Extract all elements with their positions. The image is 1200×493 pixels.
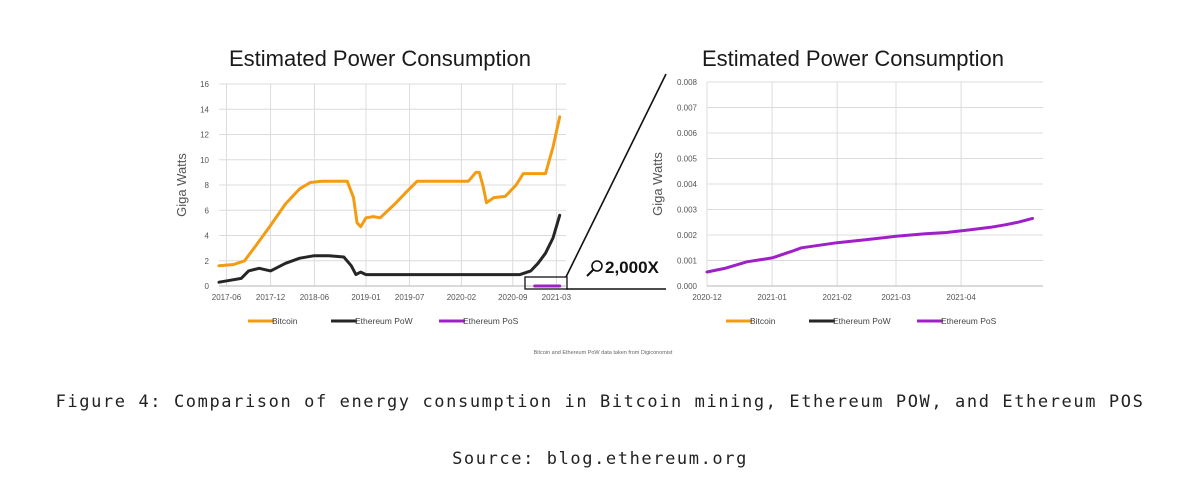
y-tick-label: 0.003 (677, 206, 698, 215)
legend-label: Ethereum PoS (941, 316, 997, 326)
y-tick-label: 2 (205, 257, 210, 266)
magnifier-icon (591, 260, 603, 272)
footnote: Bitcoin and Ethereum PoW data taken from… (534, 350, 673, 356)
x-tick-label: 2019-01 (351, 293, 381, 302)
series-line-ethereum-pos (705, 216, 1034, 274)
x-tick-label: 2020-12 (692, 293, 722, 302)
legend-label: Ethereum PoW (355, 316, 413, 326)
x-tick-label: 2020-09 (498, 293, 528, 302)
legend-label: Ethereum PoS (463, 316, 519, 326)
x-tick-label: 2021-04 (946, 293, 976, 302)
x-tick-label: 2018-06 (300, 293, 330, 302)
y-tick-label: 0.004 (677, 180, 698, 189)
legend-item: Bitcoin (248, 316, 298, 326)
x-tick-label: 2021-02 (823, 293, 853, 302)
y-axis-label: Giga Watts (650, 152, 665, 216)
legend-item: Ethereum PoW (809, 316, 891, 326)
legend-item: Bitcoin (726, 316, 776, 326)
y-axis-label: Giga Watts (174, 153, 189, 217)
chart-title: Estimated Power Consumption (702, 46, 1004, 71)
y-tick-label: 4 (205, 232, 210, 241)
x-tick-label: 2019-07 (395, 293, 425, 302)
x-tick-label: 2021-01 (757, 293, 787, 302)
y-tick-label: 0.005 (677, 155, 698, 164)
y-tick-label: 0 (205, 282, 210, 291)
zoom-callout: 2,000X (524, 73, 667, 290)
y-tick-label: 0.001 (677, 257, 698, 266)
series-line-ethereum-pow (217, 213, 562, 284)
chart-1: Estimated Power Consumption Giga Watts 0 2 4… (174, 46, 572, 326)
x-tick-label: 2017-12 (256, 293, 286, 302)
y-tick-label: 12 (200, 131, 209, 140)
legend-label: Bitcoin (750, 316, 776, 326)
x-tick-label: 2017-06 (212, 293, 242, 302)
figure-caption: Figure 4: Comparison of energy consumpti… (55, 392, 1145, 412)
chart-title: Estimated Power Consumption (229, 46, 531, 71)
x-tick-label: 2021-03 (542, 293, 572, 302)
y-tick-label: 16 (200, 80, 209, 89)
legend-item: Ethereum PoS (439, 316, 519, 326)
chart-2: Estimated Power Consumption Giga Watts 0.0… (650, 46, 1043, 326)
y-tick-label: 8 (205, 181, 210, 190)
series-line-bitcoin (217, 115, 562, 268)
magnifier-handle (586, 269, 594, 277)
zoom-label: 2,000X (605, 258, 660, 277)
y-tick-label: 6 (205, 206, 210, 215)
source-caption: Source: blog.ethereum.org (452, 449, 748, 469)
legend-item: Ethereum PoW (331, 316, 413, 326)
y-tick-label: 0.006 (677, 129, 698, 138)
x-tick-label: 2020-02 (447, 293, 477, 302)
y-tick-label: 10 (200, 156, 209, 165)
y-tick-label: 0.000 (677, 282, 698, 291)
legend-item: Ethereum PoS (917, 316, 997, 326)
y-tick-label: 14 (200, 105, 209, 114)
zoom-box (524, 276, 568, 290)
x-tick-label: 2021-03 (881, 293, 911, 302)
legend-label: Ethereum PoW (833, 316, 891, 326)
zoom-connector-top (565, 73, 667, 278)
y-tick-label: 0.007 (677, 104, 698, 113)
y-tick-label: 0.002 (677, 231, 698, 240)
legend-label: Bitcoin (272, 316, 298, 326)
y-tick-label: 0.008 (677, 78, 698, 87)
